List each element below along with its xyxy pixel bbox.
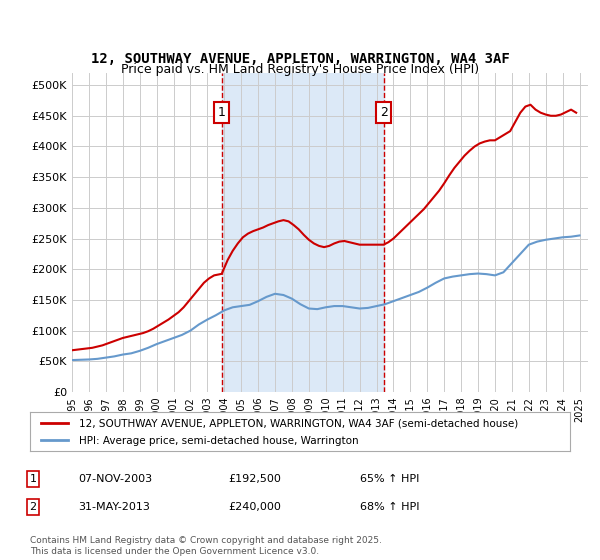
Text: Contains HM Land Registry data © Crown copyright and database right 2025.
This d: Contains HM Land Registry data © Crown c… (30, 536, 382, 556)
Text: £240,000: £240,000 (228, 502, 281, 512)
Text: 12, SOUTHWAY AVENUE, APPLETON, WARRINGTON, WA4 3AF (semi-detached house): 12, SOUTHWAY AVENUE, APPLETON, WARRINGTO… (79, 418, 518, 428)
Text: 07-NOV-2003: 07-NOV-2003 (78, 474, 152, 484)
Text: Price paid vs. HM Land Registry's House Price Index (HPI): Price paid vs. HM Land Registry's House … (121, 63, 479, 77)
Bar (222, 73, 383, 392)
Text: 2: 2 (380, 106, 388, 119)
Text: 12, SOUTHWAY AVENUE, APPLETON, WARRINGTON, WA4 3AF: 12, SOUTHWAY AVENUE, APPLETON, WARRINGTO… (91, 52, 509, 66)
Text: 31-MAY-2013: 31-MAY-2013 (78, 502, 150, 512)
Text: HPI: Average price, semi-detached house, Warrington: HPI: Average price, semi-detached house,… (79, 436, 358, 446)
Text: £192,500: £192,500 (228, 474, 281, 484)
Text: 1: 1 (29, 474, 37, 484)
Text: 2: 2 (29, 502, 37, 512)
Text: 65% ↑ HPI: 65% ↑ HPI (360, 474, 419, 484)
Text: 68% ↑ HPI: 68% ↑ HPI (360, 502, 419, 512)
Text: 1: 1 (218, 106, 226, 119)
